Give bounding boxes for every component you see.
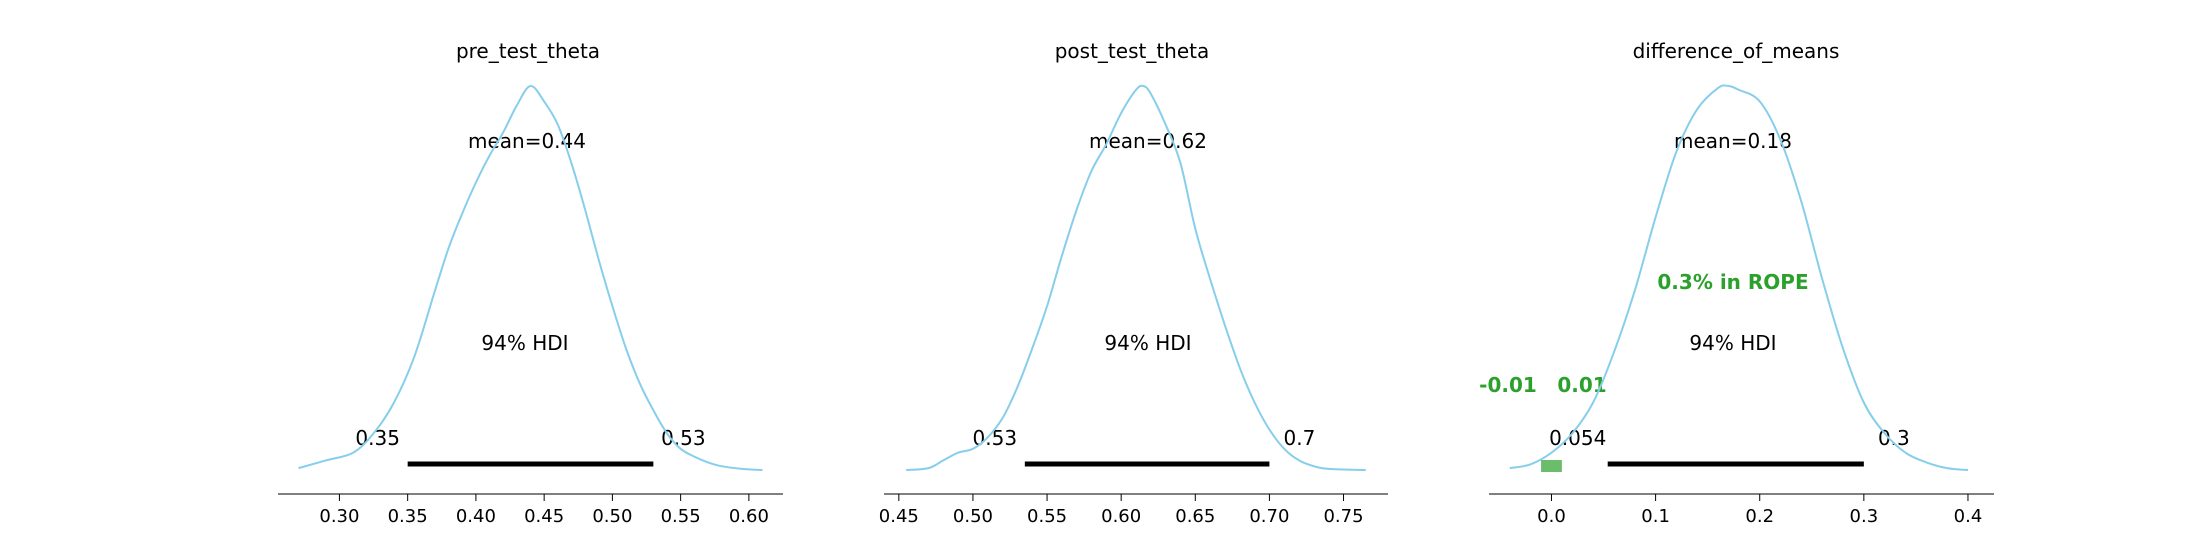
rope-percent-label: 0.3% in ROPE [1657, 270, 1808, 294]
hdi-low-label: 0.054 [1549, 426, 1606, 450]
hdi-label: 94% HDI [1689, 331, 1776, 355]
density-curve [1509, 84, 1969, 472]
x-tick-label: 0.2 [1745, 506, 1774, 527]
density-curve [906, 84, 1366, 472]
rope-band [1541, 460, 1562, 472]
x-tick-label: 0.65 [1175, 506, 1215, 527]
rope-high-label: 0.01 [1557, 373, 1606, 397]
panel-title: pre_test_theta [456, 39, 600, 63]
x-tick-label: 0.3 [1850, 506, 1879, 527]
panel-title: post_test_theta [1055, 39, 1210, 63]
x-tick-label: 0.1 [1641, 506, 1670, 527]
hdi-high-label: 0.7 [1284, 426, 1316, 450]
x-tick-label: 0.70 [1249, 506, 1289, 527]
mean-label: mean=0.44 [468, 129, 586, 153]
panel-pre-test-theta: pre_test_theta mean=0.44 94% HDI 0.35 0.… [278, 39, 783, 527]
mean-label: mean=0.18 [1674, 129, 1792, 153]
x-tick-label: 0.0 [1537, 506, 1566, 527]
x-tick-label: 0.45 [524, 506, 564, 527]
x-tick-label: 0.50 [592, 506, 632, 527]
panel-post-test-theta: post_test_theta mean=0.62 94% HDI 0.53 0… [879, 39, 1388, 527]
x-tick-label: 0.50 [953, 506, 993, 527]
mean-label: mean=0.62 [1089, 129, 1207, 153]
hdi-label: 94% HDI [481, 331, 568, 355]
x-tick-label: 0.55 [661, 506, 701, 527]
hdi-label: 94% HDI [1104, 331, 1191, 355]
rope-low-label: -0.01 [1479, 373, 1537, 397]
x-tick-label: 0.75 [1323, 506, 1363, 527]
x-tick-label: 0.55 [1027, 506, 1067, 527]
x-tick-label: 0.35 [388, 506, 428, 527]
x-tick-label: 0.40 [456, 506, 496, 527]
x-tick-label: 0.60 [729, 506, 769, 527]
x-tick-label: 0.60 [1101, 506, 1141, 527]
panel-title: difference_of_means [1633, 39, 1840, 63]
x-tick-label: 0.4 [1954, 506, 1983, 527]
x-tick-label: 0.45 [879, 506, 919, 527]
x-tick-label: 0.30 [319, 506, 359, 527]
density-curve [298, 85, 763, 472]
hdi-high-label: 0.3 [1878, 426, 1910, 450]
panel-difference-of-means: difference_of_means mean=0.18 0.3% in RO… [1479, 39, 1994, 527]
hdi-high-label: 0.53 [661, 426, 706, 450]
